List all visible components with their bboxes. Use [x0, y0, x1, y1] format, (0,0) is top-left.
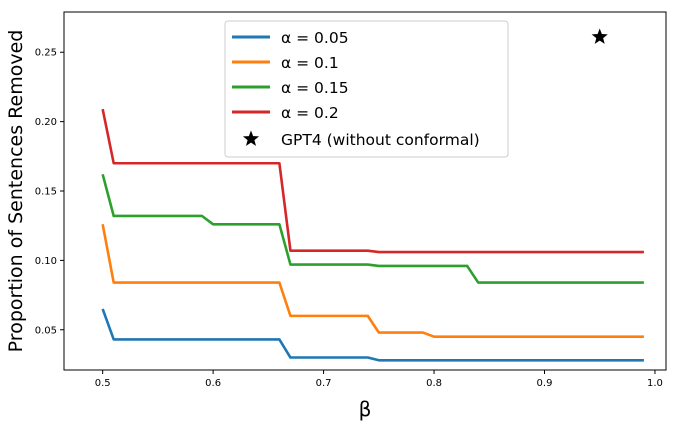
legend-label-1: α = 0.1: [281, 54, 339, 72]
series-line-3: [101, 108, 644, 254]
y-tick-label-0: 0.05: [35, 325, 57, 336]
x-tick-label-2: 0.7: [316, 378, 332, 389]
series-layer: [101, 108, 644, 362]
ticks-layer: 0.5 0.6 0.7 0.8 0.9 1.0 0.05 0.10 0.15 0.20 0.25: [35, 48, 663, 389]
marker-layer: [591, 28, 608, 44]
x-tick-label-3: 0.8: [426, 378, 442, 389]
y-tick-label-3: 0.20: [35, 117, 57, 128]
series-line-1: [101, 224, 644, 339]
series-line-0: [101, 308, 644, 362]
y-tick-label-1: 0.10: [35, 256, 57, 267]
x-axis-label: β: [359, 397, 372, 421]
x-tick-label-5: 1.0: [647, 378, 663, 389]
legend-frame: [224, 20, 509, 158]
legend: α = 0.05 α = 0.1 α = 0.15 α = 0.2 GPT4 (with…: [224, 20, 509, 158]
y-tick-label-2: 0.15: [35, 187, 57, 198]
legend-label-0: α = 0.05: [281, 29, 349, 47]
x-tick-label-1: 0.6: [205, 378, 221, 389]
legend-star-0: [242, 130, 260, 146]
marker-star-0: [591, 28, 608, 44]
y-axis-label: Proportion of Sentences Removed: [5, 30, 27, 353]
x-tick-label-4: 0.9: [537, 378, 553, 389]
legend-label-2: α = 0.15: [281, 79, 349, 97]
series-line-2: [101, 174, 644, 284]
legend-label-marker-0: GPT4 (without conformal): [281, 131, 480, 149]
x-tick-label-0: 0.5: [95, 378, 111, 389]
legend-label-3: α = 0.2: [281, 104, 339, 122]
y-tick-label-4: 0.25: [35, 48, 57, 59]
